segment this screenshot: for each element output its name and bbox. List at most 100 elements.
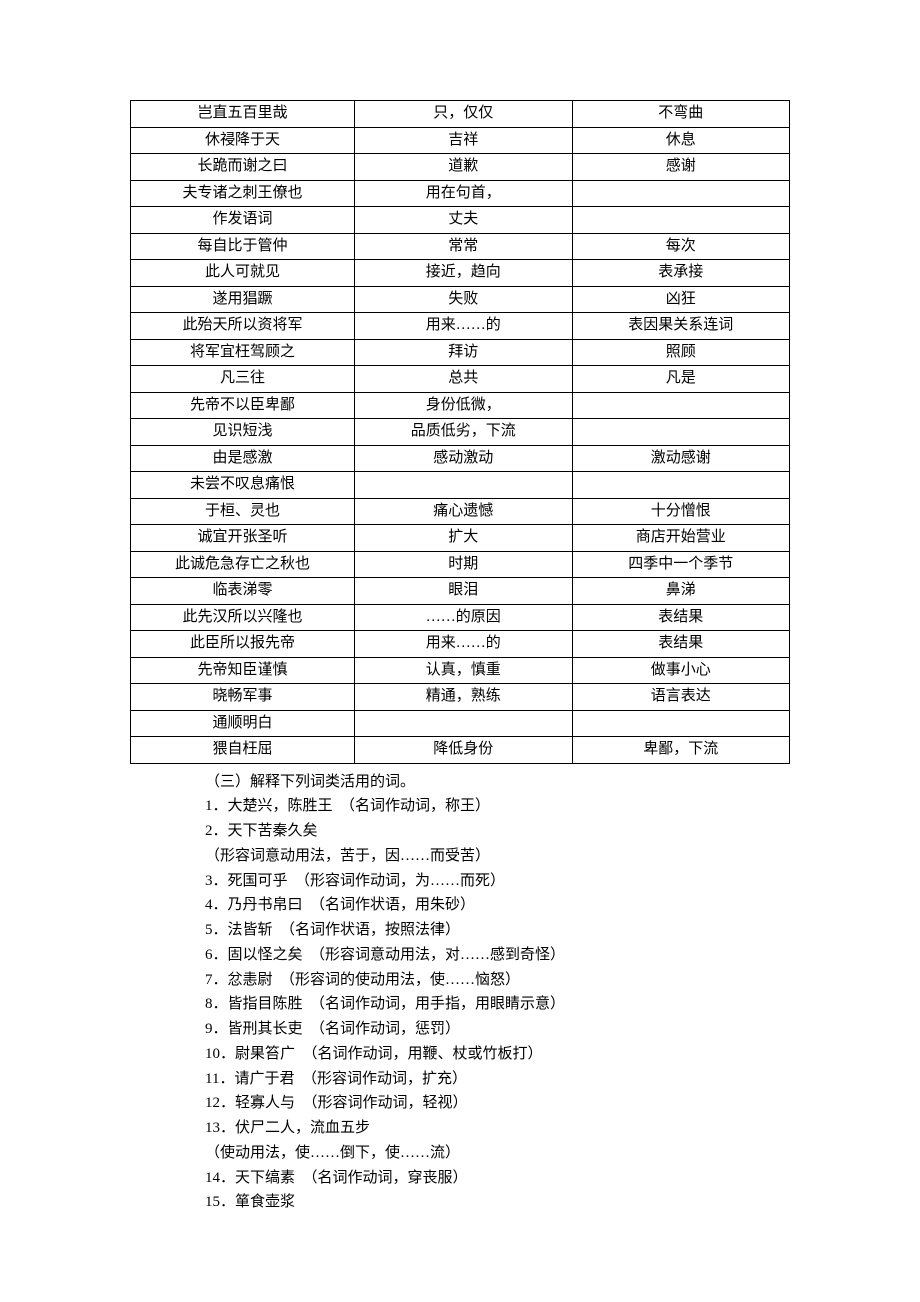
table-row: 见识短浅品质低劣，下流 (131, 419, 790, 446)
table-row: 先帝知臣谨慎认真，慎重做事小心 (131, 657, 790, 684)
table-cell: 夫专诸之刺王僚也 (131, 180, 355, 207)
table-cell: 表结果 (572, 604, 789, 631)
table-row: 作发语词丈夫 (131, 207, 790, 234)
table-cell: 由是感激 (131, 445, 355, 472)
table-cell: 此人可就见 (131, 260, 355, 287)
note-item: （形容词意动用法，苦于，因……而受苦） (205, 844, 790, 869)
table-row: 岂直五百里哉只，仅仅不弯曲 (131, 101, 790, 128)
table-cell: 接近，趋向 (355, 260, 572, 287)
table-cell: 十分憎恨 (572, 498, 789, 525)
table-row: 将军宜枉驾顾之拜访照顾 (131, 339, 790, 366)
table-row: 凡三往总共凡是 (131, 366, 790, 393)
note-item: 15．箪食壶浆 (205, 1190, 790, 1215)
table-cell: 于桓、灵也 (131, 498, 355, 525)
table-cell (572, 392, 789, 419)
table-cell: 时期 (355, 551, 572, 578)
table-cell: 品质低劣，下流 (355, 419, 572, 446)
table-cell: 此殆天所以资将军 (131, 313, 355, 340)
table-cell: 鼻涕 (572, 578, 789, 605)
table-cell: 吉祥 (355, 127, 572, 154)
table-cell: 眼泪 (355, 578, 572, 605)
table-cell: 作发语词 (131, 207, 355, 234)
table-cell: 晓畅军事 (131, 684, 355, 711)
table-cell: 认真，慎重 (355, 657, 572, 684)
table-cell: 做事小心 (572, 657, 789, 684)
table-cell: 用来……的 (355, 313, 572, 340)
table-cell: 身份低微， (355, 392, 572, 419)
table-row: 由是感激感动激动激动感谢 (131, 445, 790, 472)
table-row: 夫专诸之刺王僚也用在句首， (131, 180, 790, 207)
table-cell: 用来……的 (355, 631, 572, 658)
table-cell: 卑鄙，下流 (572, 737, 789, 764)
table-cell (572, 710, 789, 737)
table-cell: 先帝知臣谨慎 (131, 657, 355, 684)
table-row: 每自比于管仲常常每次 (131, 233, 790, 260)
notes-heading: （三）解释下列词类活用的词。 (205, 770, 790, 795)
table-cell: 见识短浅 (131, 419, 355, 446)
note-item: 3．死国可乎 （形容词作动词，为……而死） (205, 869, 790, 894)
table-row: 临表涕零眼泪鼻涕 (131, 578, 790, 605)
table-cell: 痛心遗憾 (355, 498, 572, 525)
table-row: 长跪而谢之曰道歉感谢 (131, 154, 790, 181)
table-cell: 扩大 (355, 525, 572, 552)
table-cell: 此臣所以报先帝 (131, 631, 355, 658)
note-item: 10．尉果笞广 （名词作动词，用鞭、杖或竹板打） (205, 1042, 790, 1067)
table-cell: 休息 (572, 127, 789, 154)
note-item: 12．轻寡人与 （形容词作动词，轻视） (205, 1091, 790, 1116)
table-cell: 先帝不以臣卑鄙 (131, 392, 355, 419)
table-row: 猥自枉屈降低身份卑鄙，下流 (131, 737, 790, 764)
table-cell: 只，仅仅 (355, 101, 572, 128)
note-item: 1．大楚兴，陈胜王 （名词作动词，称王） (205, 794, 790, 819)
note-item: （使动用法，使……倒下，使……流） (205, 1141, 790, 1166)
note-item: 4．乃丹书帛曰 （名词作状语，用朱砂） (205, 893, 790, 918)
table-cell: 常常 (355, 233, 572, 260)
notes-section: （三）解释下列词类活用的词。 1．大楚兴，陈胜王 （名词作动词，称王）2．天下苦… (130, 770, 790, 1216)
table-cell: 遂用猖蹶 (131, 286, 355, 313)
table-cell: 丈夫 (355, 207, 572, 234)
table-cell: 激动感谢 (572, 445, 789, 472)
note-item: 6．固以怪之矣 （形容词意动用法，对……感到奇怪） (205, 943, 790, 968)
table-cell: 道歉 (355, 154, 572, 181)
table-row: 通顺明白 (131, 710, 790, 737)
note-item: 8．皆指目陈胜 （名词作动词，用手指，用眼睛示意） (205, 992, 790, 1017)
table-cell: 每自比于管仲 (131, 233, 355, 260)
table-cell: 不弯曲 (572, 101, 789, 128)
table-cell: 凶狂 (572, 286, 789, 313)
table-cell: 感动激动 (355, 445, 572, 472)
table-row: 此殆天所以资将军用来……的表因果关系连词 (131, 313, 790, 340)
table-cell: 四季中一个季节 (572, 551, 789, 578)
table-cell: ……的原因 (355, 604, 572, 631)
table-cell: 此诚危急存亡之秋也 (131, 551, 355, 578)
table-row: 此臣所以报先帝用来……的表结果 (131, 631, 790, 658)
table-cell: 照顾 (572, 339, 789, 366)
table-cell (355, 472, 572, 499)
table-cell: 语言表达 (572, 684, 789, 711)
table-cell: 商店开始营业 (572, 525, 789, 552)
table-row: 先帝不以臣卑鄙身份低微， (131, 392, 790, 419)
table-cell (572, 207, 789, 234)
table-row: 未尝不叹息痛恨 (131, 472, 790, 499)
table-cell: 此先汉所以兴隆也 (131, 604, 355, 631)
table-cell: 将军宜枉驾顾之 (131, 339, 355, 366)
table-row: 此诚危急存亡之秋也时期四季中一个季节 (131, 551, 790, 578)
table-cell: 表承接 (572, 260, 789, 287)
table-row: 遂用猖蹶失败凶狂 (131, 286, 790, 313)
table-row: 于桓、灵也痛心遗憾十分憎恨 (131, 498, 790, 525)
table-cell: 凡是 (572, 366, 789, 393)
table-cell: 猥自枉屈 (131, 737, 355, 764)
note-item: 5．法皆斩 （名词作状语，按照法律） (205, 918, 790, 943)
table-row: 此先汉所以兴隆也……的原因表结果 (131, 604, 790, 631)
table-row: 诚宜开张圣听扩大商店开始营业 (131, 525, 790, 552)
table-cell: 感谢 (572, 154, 789, 181)
table-row: 此人可就见接近，趋向表承接 (131, 260, 790, 287)
note-item: 13．伏尸二人，流血五步 (205, 1116, 790, 1141)
table-cell: 通顺明白 (131, 710, 355, 737)
note-item: 2．天下苦秦久矣 (205, 819, 790, 844)
table-cell: 休祲降于天 (131, 127, 355, 154)
table-cell: 每次 (572, 233, 789, 260)
table-row: 休祲降于天吉祥休息 (131, 127, 790, 154)
table-cell: 岂直五百里哉 (131, 101, 355, 128)
note-item: 7．忿恚尉 （形容词的使动用法，使……恼怒） (205, 968, 790, 993)
table-cell (572, 472, 789, 499)
table-cell: 长跪而谢之曰 (131, 154, 355, 181)
